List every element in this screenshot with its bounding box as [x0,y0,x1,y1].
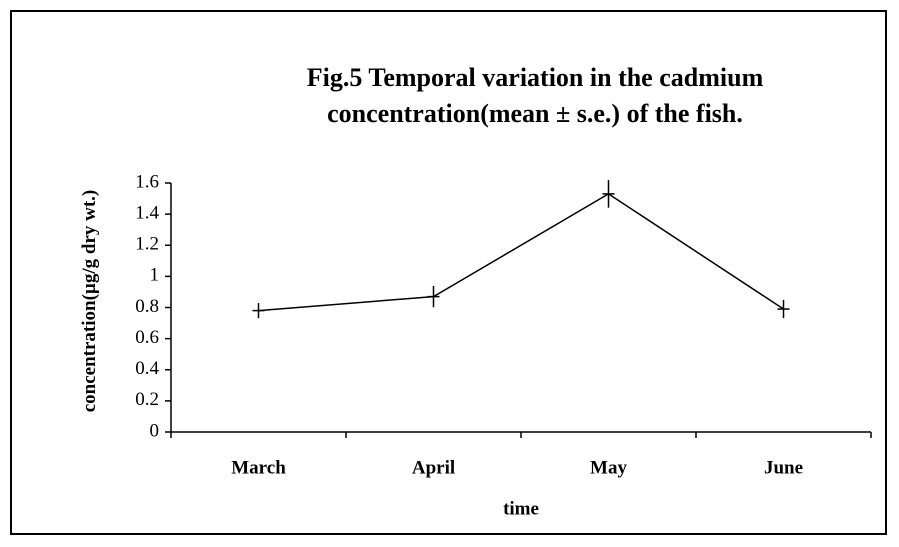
y-tick-label: 0.4 [135,358,159,379]
y-tick-label: 0.2 [135,389,159,410]
y-tick-label: 0.8 [135,296,159,317]
y-tick-label: 1 [150,265,160,286]
chart-frame [10,10,887,535]
y-tick-label: 1.6 [135,171,159,192]
y-tick-label: 1.4 [135,202,159,223]
chart-title: Fig.5 Temporal variation in the cadmium … [306,63,764,128]
x-tick-label: May [590,457,627,478]
y-tick-label: 1.2 [135,234,159,255]
x-tick-label: March [231,457,286,478]
y-tick-label: 0.6 [135,327,159,348]
data-line [258,193,784,312]
y-tick-label: 0 [150,420,160,441]
x-tick-label: June [764,457,803,478]
x-tick-label: April [412,457,455,478]
x-axis-label: time [503,498,539,519]
